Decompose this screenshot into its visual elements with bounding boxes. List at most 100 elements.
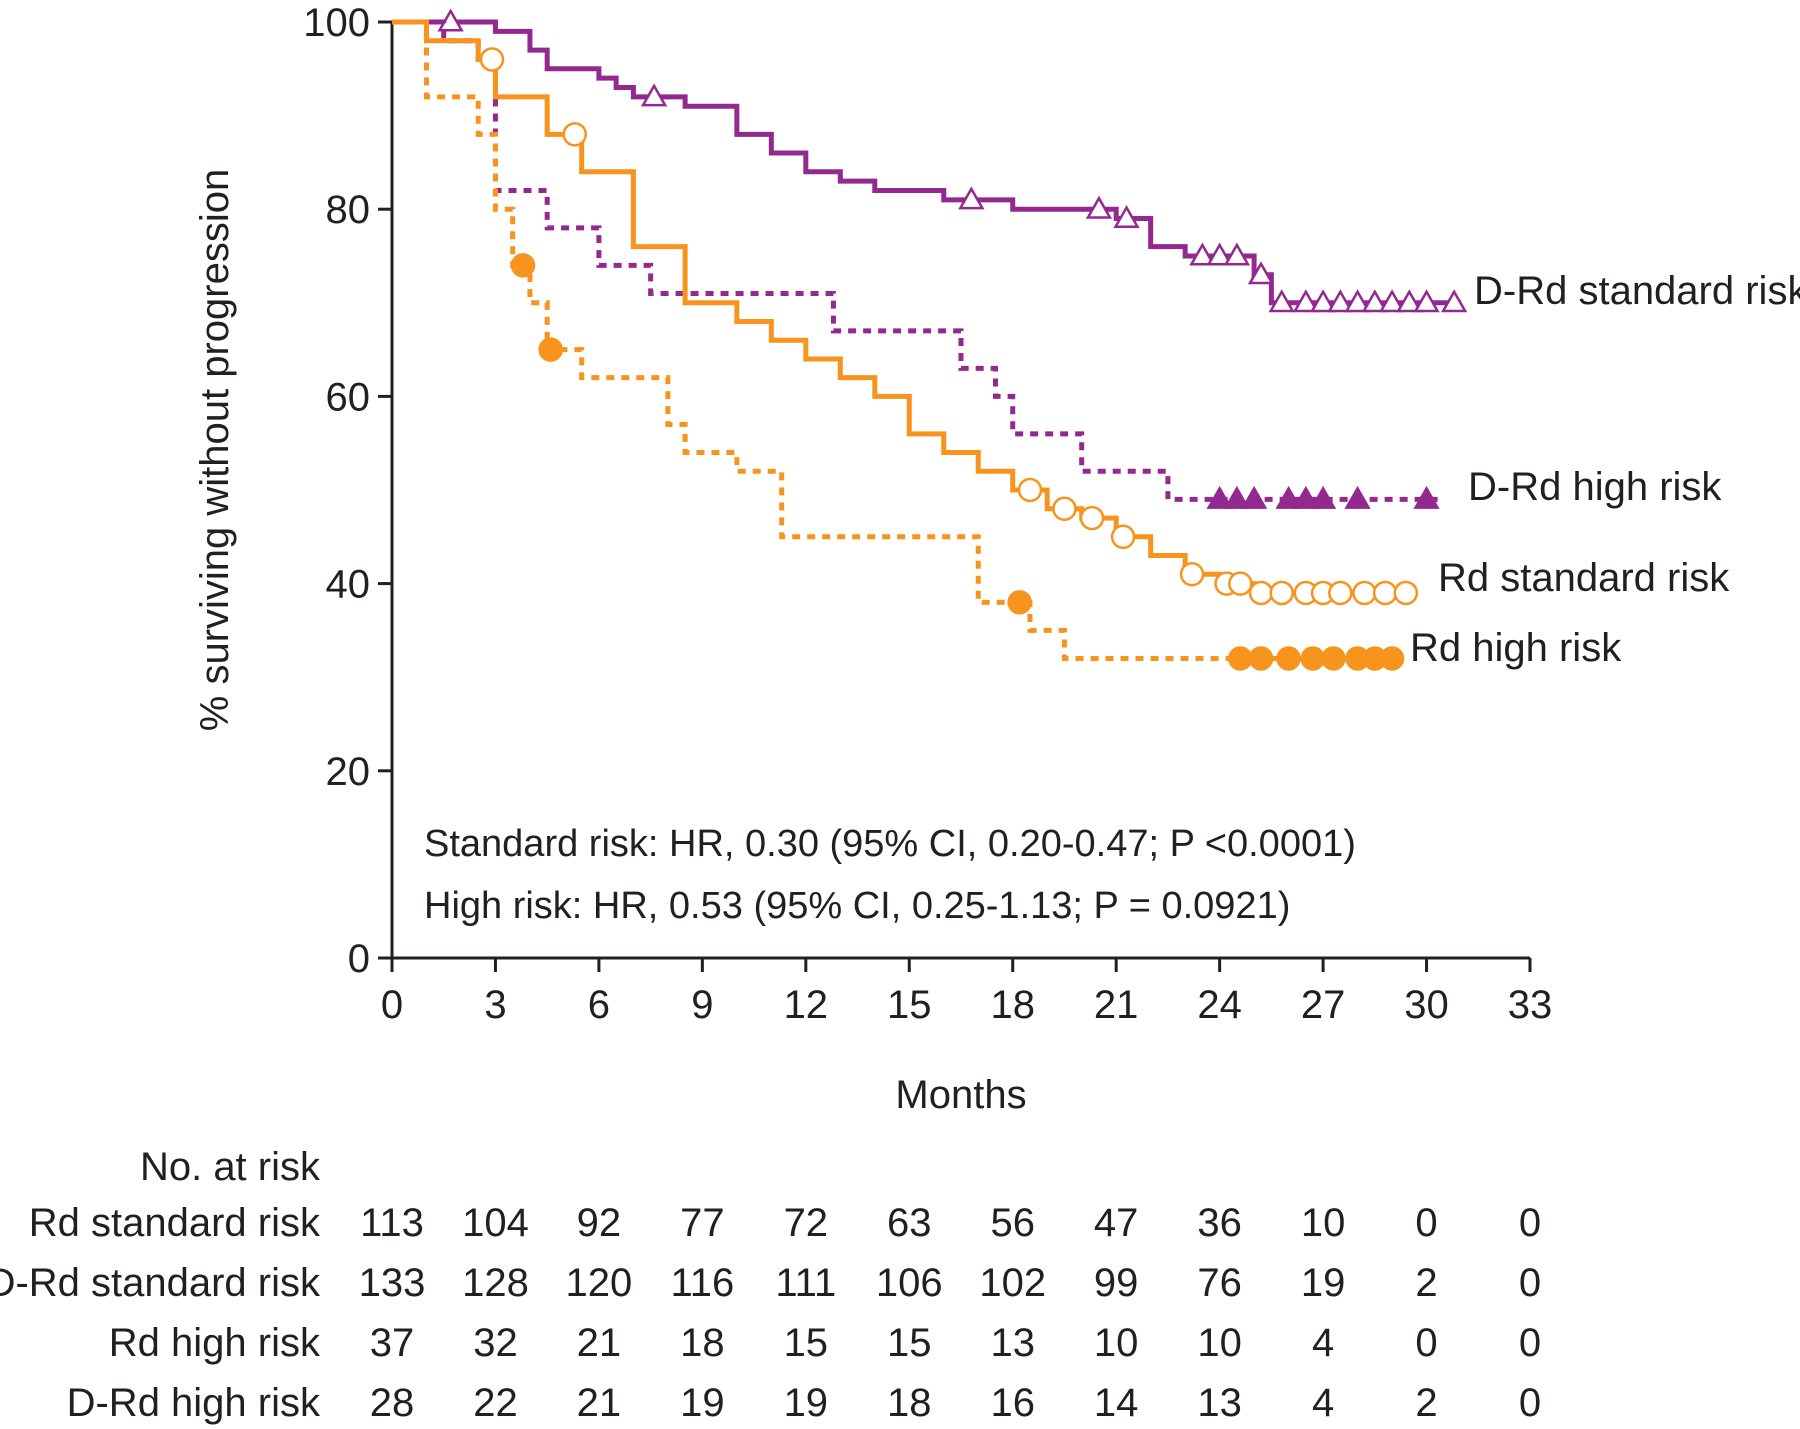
x-tick-label: 27 xyxy=(1301,983,1346,1027)
risk-count: 10 xyxy=(1094,1321,1139,1365)
risk-count: 0 xyxy=(1415,1321,1437,1365)
annotations: Standard risk: HR, 0.30 (95% CI, 0.20-0.… xyxy=(424,823,1356,927)
x-tick-label: 6 xyxy=(588,983,610,1027)
x-tick-label: 0 xyxy=(381,983,403,1027)
x-tick-label: 9 xyxy=(691,983,713,1027)
risk-count: 0 xyxy=(1415,1201,1437,1245)
series-line-4 xyxy=(392,19,1375,661)
risk-count: 113 xyxy=(360,1201,424,1245)
censor-marker xyxy=(1440,289,1468,313)
risk-count: 36 xyxy=(1197,1201,1242,1245)
y-axis-title: % surviving without progression xyxy=(193,169,237,731)
y-tick-label: 60 xyxy=(326,375,371,419)
censor-marker xyxy=(1413,485,1440,509)
censor-marker xyxy=(1396,289,1423,313)
censor-marker xyxy=(1413,289,1440,313)
risk-count: 133 xyxy=(359,1261,426,1305)
risk-count: 76 xyxy=(1197,1261,1242,1305)
series-label-2: D-Rd high risk xyxy=(1468,465,1722,509)
risk-count: 19 xyxy=(784,1381,829,1425)
risk-count: 15 xyxy=(887,1321,932,1365)
censor-marker xyxy=(1372,580,1398,606)
y-tick-label: 80 xyxy=(326,188,371,232)
censor-marker xyxy=(1110,524,1136,550)
risk-row-label: D-Rd standard risk xyxy=(0,1261,321,1305)
risk-count: 15 xyxy=(784,1321,829,1365)
censor-marker xyxy=(1352,580,1377,606)
risk-count: 0 xyxy=(1519,1321,1541,1365)
risk-count: 4 xyxy=(1312,1381,1334,1425)
series-label-3: Rd standard risk xyxy=(1438,556,1730,600)
y-tick-label: 20 xyxy=(326,750,371,794)
risk-count: 0 xyxy=(1519,1261,1541,1305)
series-line-1 xyxy=(392,19,1462,306)
censor-marker xyxy=(1361,289,1388,313)
censor-marker xyxy=(1113,205,1140,229)
series-label-4: Rd high risk xyxy=(1410,626,1622,670)
censor-marker xyxy=(1223,242,1251,266)
x-tick-label: 30 xyxy=(1404,983,1449,1027)
censor-marker xyxy=(1344,289,1371,313)
censor-marker xyxy=(1309,485,1337,509)
censor-marker xyxy=(1052,496,1077,521)
censor-marker xyxy=(1085,195,1113,219)
x-tick-label: 15 xyxy=(887,983,932,1027)
censor-marker xyxy=(1017,477,1043,503)
censor-marker xyxy=(1309,289,1337,313)
censor-marker xyxy=(1269,580,1294,606)
risk-count: 21 xyxy=(577,1381,622,1425)
censor-marker xyxy=(1248,580,1274,606)
series-labels: D-Rd standard risk D-Rd high risk Rd stand… xyxy=(1410,269,1800,670)
x-tick-label: 21 xyxy=(1094,983,1139,1027)
censor-marker xyxy=(1189,242,1216,266)
risk-count: 18 xyxy=(887,1381,932,1425)
hr-annotation-1: Standard risk: HR, 0.30 (95% CI, 0.20-0.… xyxy=(424,823,1356,865)
x-tick-label: 18 xyxy=(990,983,1035,1027)
censor-marker xyxy=(1206,242,1233,266)
censor-marker xyxy=(479,47,505,72)
series-label-1: D-Rd standard risk xyxy=(1474,269,1800,313)
censor-marker xyxy=(1344,485,1371,509)
y-tick-label: 40 xyxy=(326,563,371,607)
censor-marker xyxy=(1228,646,1253,671)
risk-count: 56 xyxy=(990,1201,1035,1245)
risk-count: 14 xyxy=(1094,1381,1139,1425)
censor-marker xyxy=(1248,646,1274,671)
risk-count: 128 xyxy=(462,1261,529,1305)
risk-count: 32 xyxy=(473,1321,518,1365)
risk-count: 111 xyxy=(775,1261,836,1305)
censor-marker xyxy=(640,83,668,107)
risk-count: 63 xyxy=(887,1201,932,1245)
risk-count: 104 xyxy=(462,1201,529,1245)
risk-count: 99 xyxy=(1094,1261,1139,1305)
x-tick-label: 24 xyxy=(1197,983,1242,1027)
risk-count: 22 xyxy=(473,1381,518,1425)
risk-count: 4 xyxy=(1312,1321,1334,1365)
risk-row-label: Rd high risk xyxy=(109,1321,321,1365)
censor-marker xyxy=(1300,646,1325,671)
censor-marker xyxy=(1378,289,1406,313)
x-axis-title: Months xyxy=(895,1073,1026,1117)
censor-marker xyxy=(1275,485,1302,509)
series-line-2 xyxy=(392,19,1444,502)
censor-marker xyxy=(1292,289,1320,313)
axes: 0 20 40 60 80 100 0 3 6 9 12 15 18 21 24 27 30 33 Months % … xyxy=(193,1,1552,1117)
censor-marker xyxy=(1228,571,1253,596)
hr-annotation-2: High risk: HR, 0.53 (95% CI, 0.25-1.13; … xyxy=(424,885,1290,927)
series-line-3 xyxy=(392,19,1410,596)
risk-count: 0 xyxy=(1519,1201,1541,1245)
censor-marker xyxy=(1079,505,1105,531)
risk-count: 19 xyxy=(680,1381,725,1425)
risk-count: 72 xyxy=(784,1201,829,1245)
risk-count: 19 xyxy=(1301,1261,1346,1305)
censor-marker xyxy=(538,337,563,362)
censor-marker xyxy=(1206,485,1233,509)
censor-marker xyxy=(1276,646,1301,671)
risk-count: 13 xyxy=(1197,1381,1242,1425)
risk-row-label: D-Rd high risk xyxy=(67,1381,321,1425)
risk-count: 18 xyxy=(680,1321,725,1365)
y-tick-label: 0 xyxy=(348,937,370,981)
risk-count: 16 xyxy=(990,1381,1035,1425)
